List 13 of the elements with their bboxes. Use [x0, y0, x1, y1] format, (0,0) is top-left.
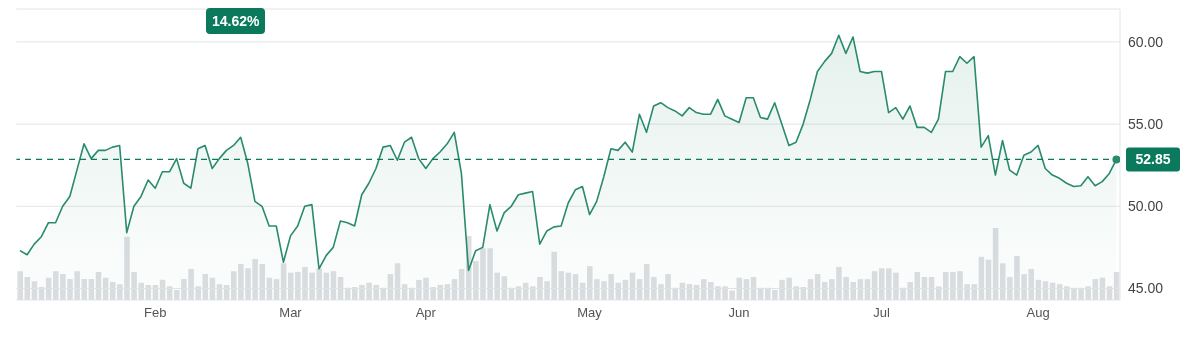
- y-tick-label: 55.00: [1128, 116, 1164, 133]
- ref-line-label: 52.85: [1135, 151, 1171, 168]
- x-tick-label: Aug: [1026, 305, 1050, 321]
- x-tick-label: Jul: [873, 305, 890, 321]
- x-tick-label: Apr: [415, 305, 437, 321]
- annotation: 14.62%: [206, 8, 266, 34]
- y-tick-label: 60.00: [1128, 33, 1164, 50]
- y-tick-label: 45.00: [1128, 280, 1164, 297]
- x-tick-label: Mar: [279, 305, 303, 321]
- x-tick-label: Jun: [728, 305, 750, 321]
- y-tick-label: 50.00: [1128, 198, 1164, 215]
- x-tick-label: May: [577, 305, 603, 321]
- x-tick-label: Feb: [144, 305, 167, 321]
